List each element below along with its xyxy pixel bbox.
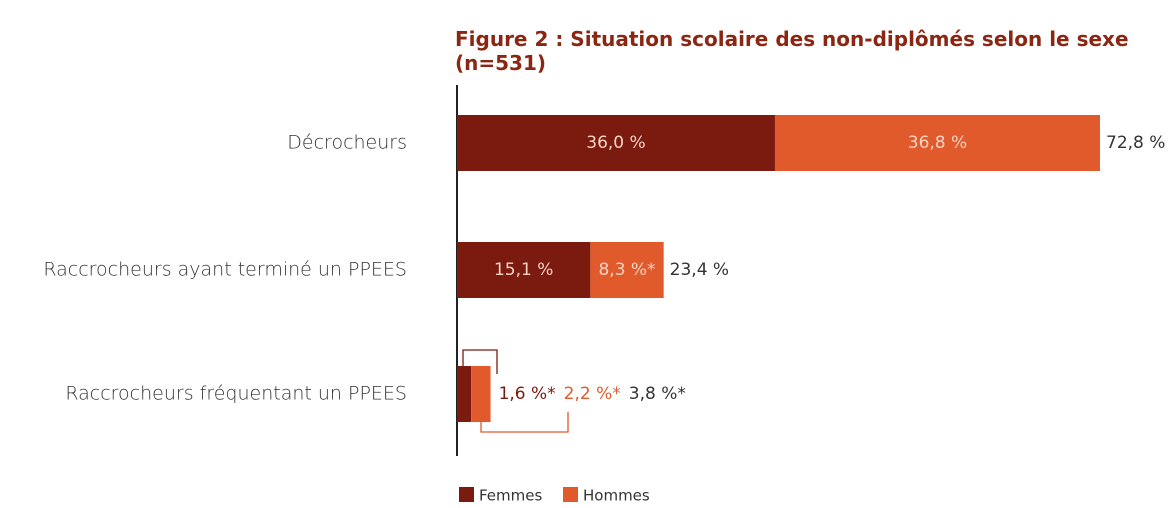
value-label: 8,3 %* bbox=[598, 260, 655, 280]
category-label: Raccrocheurs ayant terminé un PPEES bbox=[43, 259, 407, 281]
legend-swatch bbox=[459, 487, 474, 502]
connector bbox=[480, 412, 569, 433]
legend-label: Femmes bbox=[479, 487, 542, 505]
value-label: 2,2 %* bbox=[564, 384, 621, 404]
total-label: 3,8 %* bbox=[629, 384, 686, 404]
value-label: 36,0 % bbox=[586, 133, 645, 153]
total-label: 23,4 % bbox=[670, 260, 729, 280]
bar-segment bbox=[774, 115, 1100, 171]
chart-subtitle: (n=531) bbox=[455, 51, 546, 75]
legend-swatch bbox=[563, 487, 578, 502]
bar-segment bbox=[457, 242, 591, 298]
bar-segment bbox=[471, 366, 491, 422]
legend-label: Hommes bbox=[583, 487, 650, 505]
category-label: Raccrocheurs fréquentant un PPEES bbox=[65, 383, 407, 405]
value-label: 15,1 % bbox=[494, 260, 553, 280]
bar-segment bbox=[590, 242, 664, 298]
total-label: 72,8 % bbox=[1106, 133, 1165, 153]
value-label: 36,8 % bbox=[908, 133, 967, 153]
category-label: Décrocheurs bbox=[287, 132, 407, 154]
bar-segment bbox=[457, 115, 775, 171]
value-label: 1,6 %* bbox=[499, 384, 556, 404]
chart-title: Figure 2 : Situation scolaire des non-di… bbox=[455, 27, 1129, 51]
bar-segment bbox=[457, 366, 472, 422]
connector bbox=[462, 349, 498, 374]
